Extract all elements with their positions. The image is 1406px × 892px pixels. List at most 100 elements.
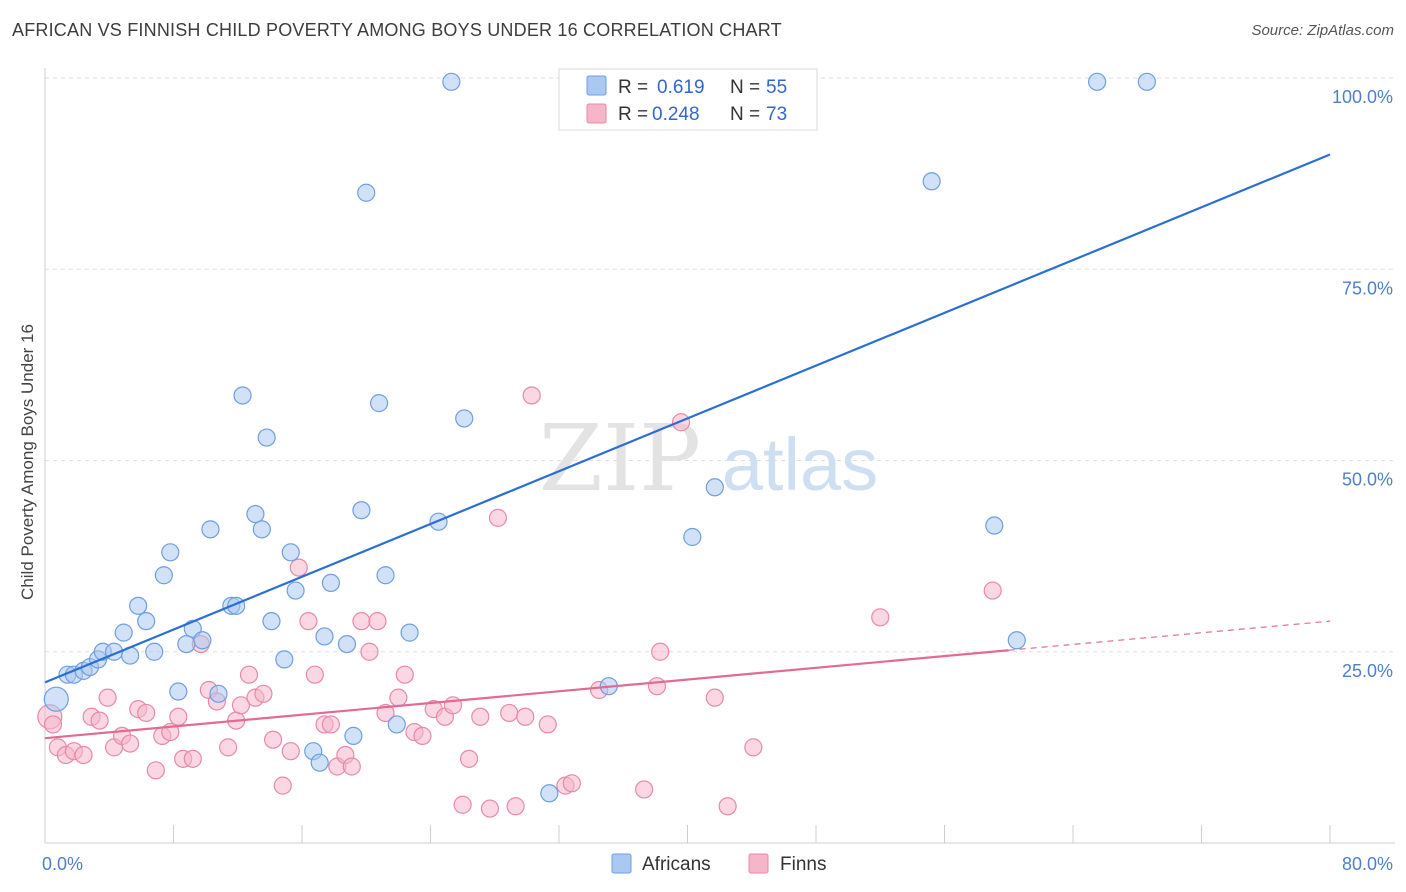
africans-point-11	[137, 612, 156, 631]
bottom-legend-swatch-finns	[748, 853, 769, 874]
finns-point-17	[169, 707, 188, 726]
y-tick-label-1: 50.0%	[1342, 470, 1393, 490]
africans-point-52	[1087, 72, 1107, 91]
y-tick-label-2: 75.0%	[1342, 278, 1393, 298]
finns-point-11	[121, 734, 140, 753]
africans-point-32	[310, 753, 329, 772]
y-tick-label-0: 25.0%	[1342, 661, 1393, 681]
legend-r-value-finns: 0.248	[652, 104, 700, 125]
africans-points	[43, 72, 1156, 803]
finns-point-31	[281, 742, 300, 761]
africans-point-25	[252, 520, 271, 539]
finns-point-55	[488, 508, 508, 527]
africans-point-28	[275, 650, 294, 669]
finns-point-44	[389, 688, 408, 707]
bottom-legend: Africans Finns	[611, 853, 826, 875]
africans-point-0	[43, 686, 69, 712]
legend-r-label-africans: R =	[618, 77, 648, 98]
africans-point-45	[455, 409, 474, 428]
finns-point-40	[352, 612, 371, 631]
finns-point-19	[183, 749, 202, 768]
finns-point-47	[413, 726, 432, 746]
finns-point-45	[395, 665, 414, 684]
africans-point-18	[193, 631, 212, 650]
finns-point-30	[273, 776, 292, 795]
finns-point-68	[705, 688, 724, 707]
finns-trend-line	[44, 649, 1009, 740]
finns-point-56	[500, 703, 519, 723]
finns-point-52	[459, 749, 479, 768]
finns-point-29	[263, 730, 283, 749]
africans-point-10	[129, 596, 148, 615]
legend-r-value-africans: 0.619	[657, 77, 705, 98]
finns-point-66	[651, 642, 670, 661]
grid-lines	[45, 77, 1395, 653]
legend-n-label-finns: N =	[730, 104, 760, 125]
africans-point-30	[286, 581, 305, 600]
africans-point-14	[161, 543, 180, 562]
finns-point-33	[299, 612, 318, 631]
x-tick-label-1: 80.0%	[1342, 854, 1393, 874]
finns-point-5	[74, 745, 93, 765]
legend-n-value-africans: 55	[766, 77, 787, 98]
africans-point-39	[370, 394, 389, 413]
chart-source: Source: ZipAtlas.com	[1251, 22, 1394, 39]
africans-point-19	[201, 520, 220, 539]
legend-n-label-africans: N =	[730, 77, 760, 98]
finns-point-64	[635, 780, 654, 799]
legend-r-label-finns: R =	[618, 104, 648, 125]
finns-point-13	[137, 703, 156, 723]
africans-point-38	[357, 183, 376, 202]
finns-point-34	[305, 665, 324, 684]
legend-n-value-finns: 73	[766, 104, 787, 125]
africans-point-15	[169, 682, 188, 701]
africans-point-26	[257, 428, 276, 447]
finns-point-41	[360, 642, 379, 661]
africans-point-23	[233, 386, 252, 405]
africans-point-41	[387, 715, 406, 734]
africans-point-36	[344, 726, 363, 746]
africans-point-37	[352, 501, 371, 520]
finns-point-69	[718, 797, 737, 816]
africans-point-51	[985, 516, 1004, 535]
chart-title: AFRICAN VS FINNISH CHILD POVERTY AMONG B…	[12, 20, 782, 40]
finns-point-32	[289, 558, 308, 577]
finns-point-70	[744, 738, 763, 757]
finns-point-28	[254, 684, 273, 703]
finns-point-7	[90, 711, 109, 730]
africans-point-35	[337, 634, 357, 654]
africans-point-8	[114, 623, 133, 642]
y-tick-label-3: 100.0%	[1332, 87, 1393, 107]
bottom-legend-swatch-africans	[611, 853, 632, 874]
finns-point-59	[522, 386, 541, 405]
legend-swatch-africans	[586, 75, 607, 96]
finns-point-23	[219, 738, 238, 757]
africans-point-34	[321, 573, 341, 593]
x-tick-label-0: 0.0%	[42, 854, 83, 874]
finns-point-25	[231, 696, 251, 715]
finns-point-26	[239, 665, 259, 684]
africans-point-53	[1137, 72, 1156, 91]
africans-point-54	[1007, 631, 1026, 650]
finns-point-58	[516, 707, 535, 726]
finns-point-8	[98, 688, 117, 707]
trend-lines	[44, 153, 1331, 740]
africans-point-42	[400, 623, 419, 642]
finns-trend-line-extension	[1008, 620, 1331, 651]
africans-point-50	[922, 172, 941, 191]
africans-point-24	[246, 504, 265, 524]
finns-point-36	[321, 715, 341, 734]
africans-point-20	[209, 684, 228, 703]
finns-point-1	[43, 715, 63, 734]
finns-point-14	[146, 761, 165, 780]
axes	[44, 68, 1395, 844]
finns-point-57	[506, 797, 525, 816]
top-legend: R = 0.619 N = 55 R = 0.248 N = 73	[558, 68, 818, 131]
africans-point-12	[145, 642, 164, 661]
watermark-atlas: atlas	[722, 423, 878, 506]
africans-point-49	[705, 478, 724, 497]
africans-point-48	[683, 527, 702, 547]
finns-point-60	[538, 715, 557, 734]
finns-point-53	[471, 707, 490, 726]
